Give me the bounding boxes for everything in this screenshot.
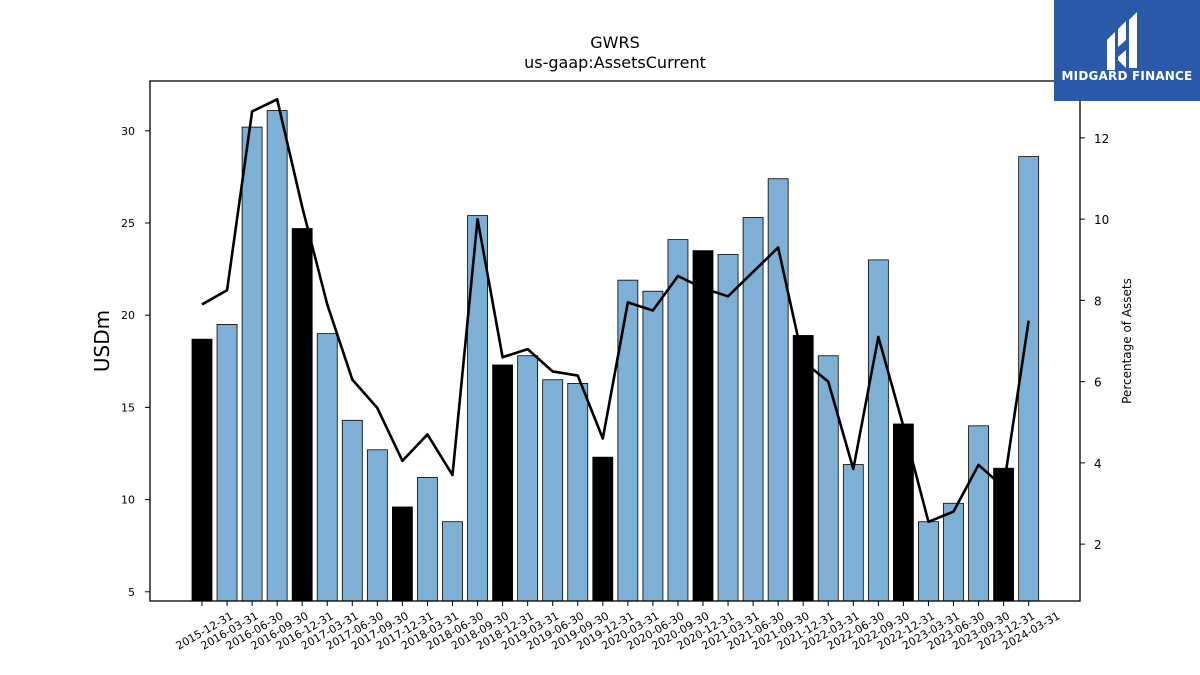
y-tick-left-label: 30 — [121, 125, 135, 138]
bar-2019-06-30 — [542, 379, 564, 602]
bar-2024-03-31 — [1018, 156, 1040, 602]
right-axis: 2 4 6 8 10 12 — [1080, 132, 1109, 552]
y-tick-left-label: 5 — [128, 586, 135, 599]
left-axis: 5 10 15 20 25 30 — [121, 125, 150, 599]
y-tick-left-label: 10 — [121, 494, 135, 507]
bar-2017-09-30 — [366, 449, 388, 602]
bar-2022-09-30 — [867, 259, 889, 602]
bar-2018-06-30 — [442, 521, 463, 602]
bar-2020-03-31 — [617, 279, 639, 602]
bar-2017-06-30 — [341, 419, 363, 602]
line-series-layer — [201, 97, 1030, 524]
y-tick-left-label: 25 — [121, 217, 135, 230]
bar-2020-09-30 — [667, 239, 689, 602]
bar-2019-09-30 — [567, 383, 589, 602]
y-tick-right-label: 12 — [1094, 132, 1109, 146]
bar-2023-09-30 — [968, 425, 989, 602]
bar-2021-03-31 — [717, 253, 739, 602]
bar-2021-12-31 — [792, 335, 814, 602]
bar-2019-12-31 — [592, 456, 614, 602]
bar-2018-12-31 — [492, 364, 514, 602]
chart-subtitle: us-gaap:AssetsCurrent — [524, 53, 706, 72]
y-tick-right-label: 2 — [1094, 538, 1102, 552]
chart-title: GWRS — [590, 33, 640, 52]
x-axis: 2015-12-312016-03-312016-06-302016-09-30… — [174, 601, 1062, 653]
y-axis-left-label: USDm — [90, 310, 114, 372]
bar-2020-06-30 — [642, 290, 664, 602]
bar-2016-03-31 — [216, 323, 238, 602]
plot-frame — [149, 80, 1081, 602]
y-tick-right-label: 4 — [1094, 457, 1102, 471]
bar-2023-06-30 — [943, 502, 964, 602]
bar-2019-03-31 — [517, 355, 539, 602]
percentage-line — [201, 97, 1030, 524]
bar-2016-06-30 — [241, 126, 263, 602]
bar-2023-03-31 — [918, 521, 939, 602]
bar-2016-09-30 — [266, 110, 288, 602]
bar-2017-03-31 — [316, 333, 338, 602]
logo-text: MIDGARD FINANCE — [1061, 69, 1193, 83]
bar-2015-12-31 — [191, 338, 213, 602]
y-tick-right-label: 10 — [1094, 213, 1109, 227]
bar-2018-09-30 — [467, 215, 488, 602]
y-tick-left-label: 20 — [121, 309, 135, 322]
y-tick-left-label: 15 — [121, 401, 135, 414]
logo-mark-icon — [1107, 12, 1137, 70]
bar-2018-03-31 — [417, 477, 438, 602]
bar-2020-12-31 — [692, 250, 714, 602]
bar-2021-09-30 — [767, 178, 789, 602]
midgard-finance-logo: MIDGARD FINANCE — [1054, 0, 1200, 101]
bar-series — [191, 110, 1040, 602]
bar-2021-06-30 — [742, 217, 764, 602]
y-axis-right-label: Percentage of Assets — [1120, 278, 1134, 404]
bar-2017-12-31 — [391, 506, 413, 602]
y-tick-right-label: 6 — [1094, 376, 1102, 390]
y-tick-right-label: 8 — [1094, 294, 1102, 308]
bar-2022-06-30 — [842, 464, 864, 602]
bar-2016-12-31 — [291, 228, 313, 602]
bar-2022-03-31 — [817, 355, 839, 602]
